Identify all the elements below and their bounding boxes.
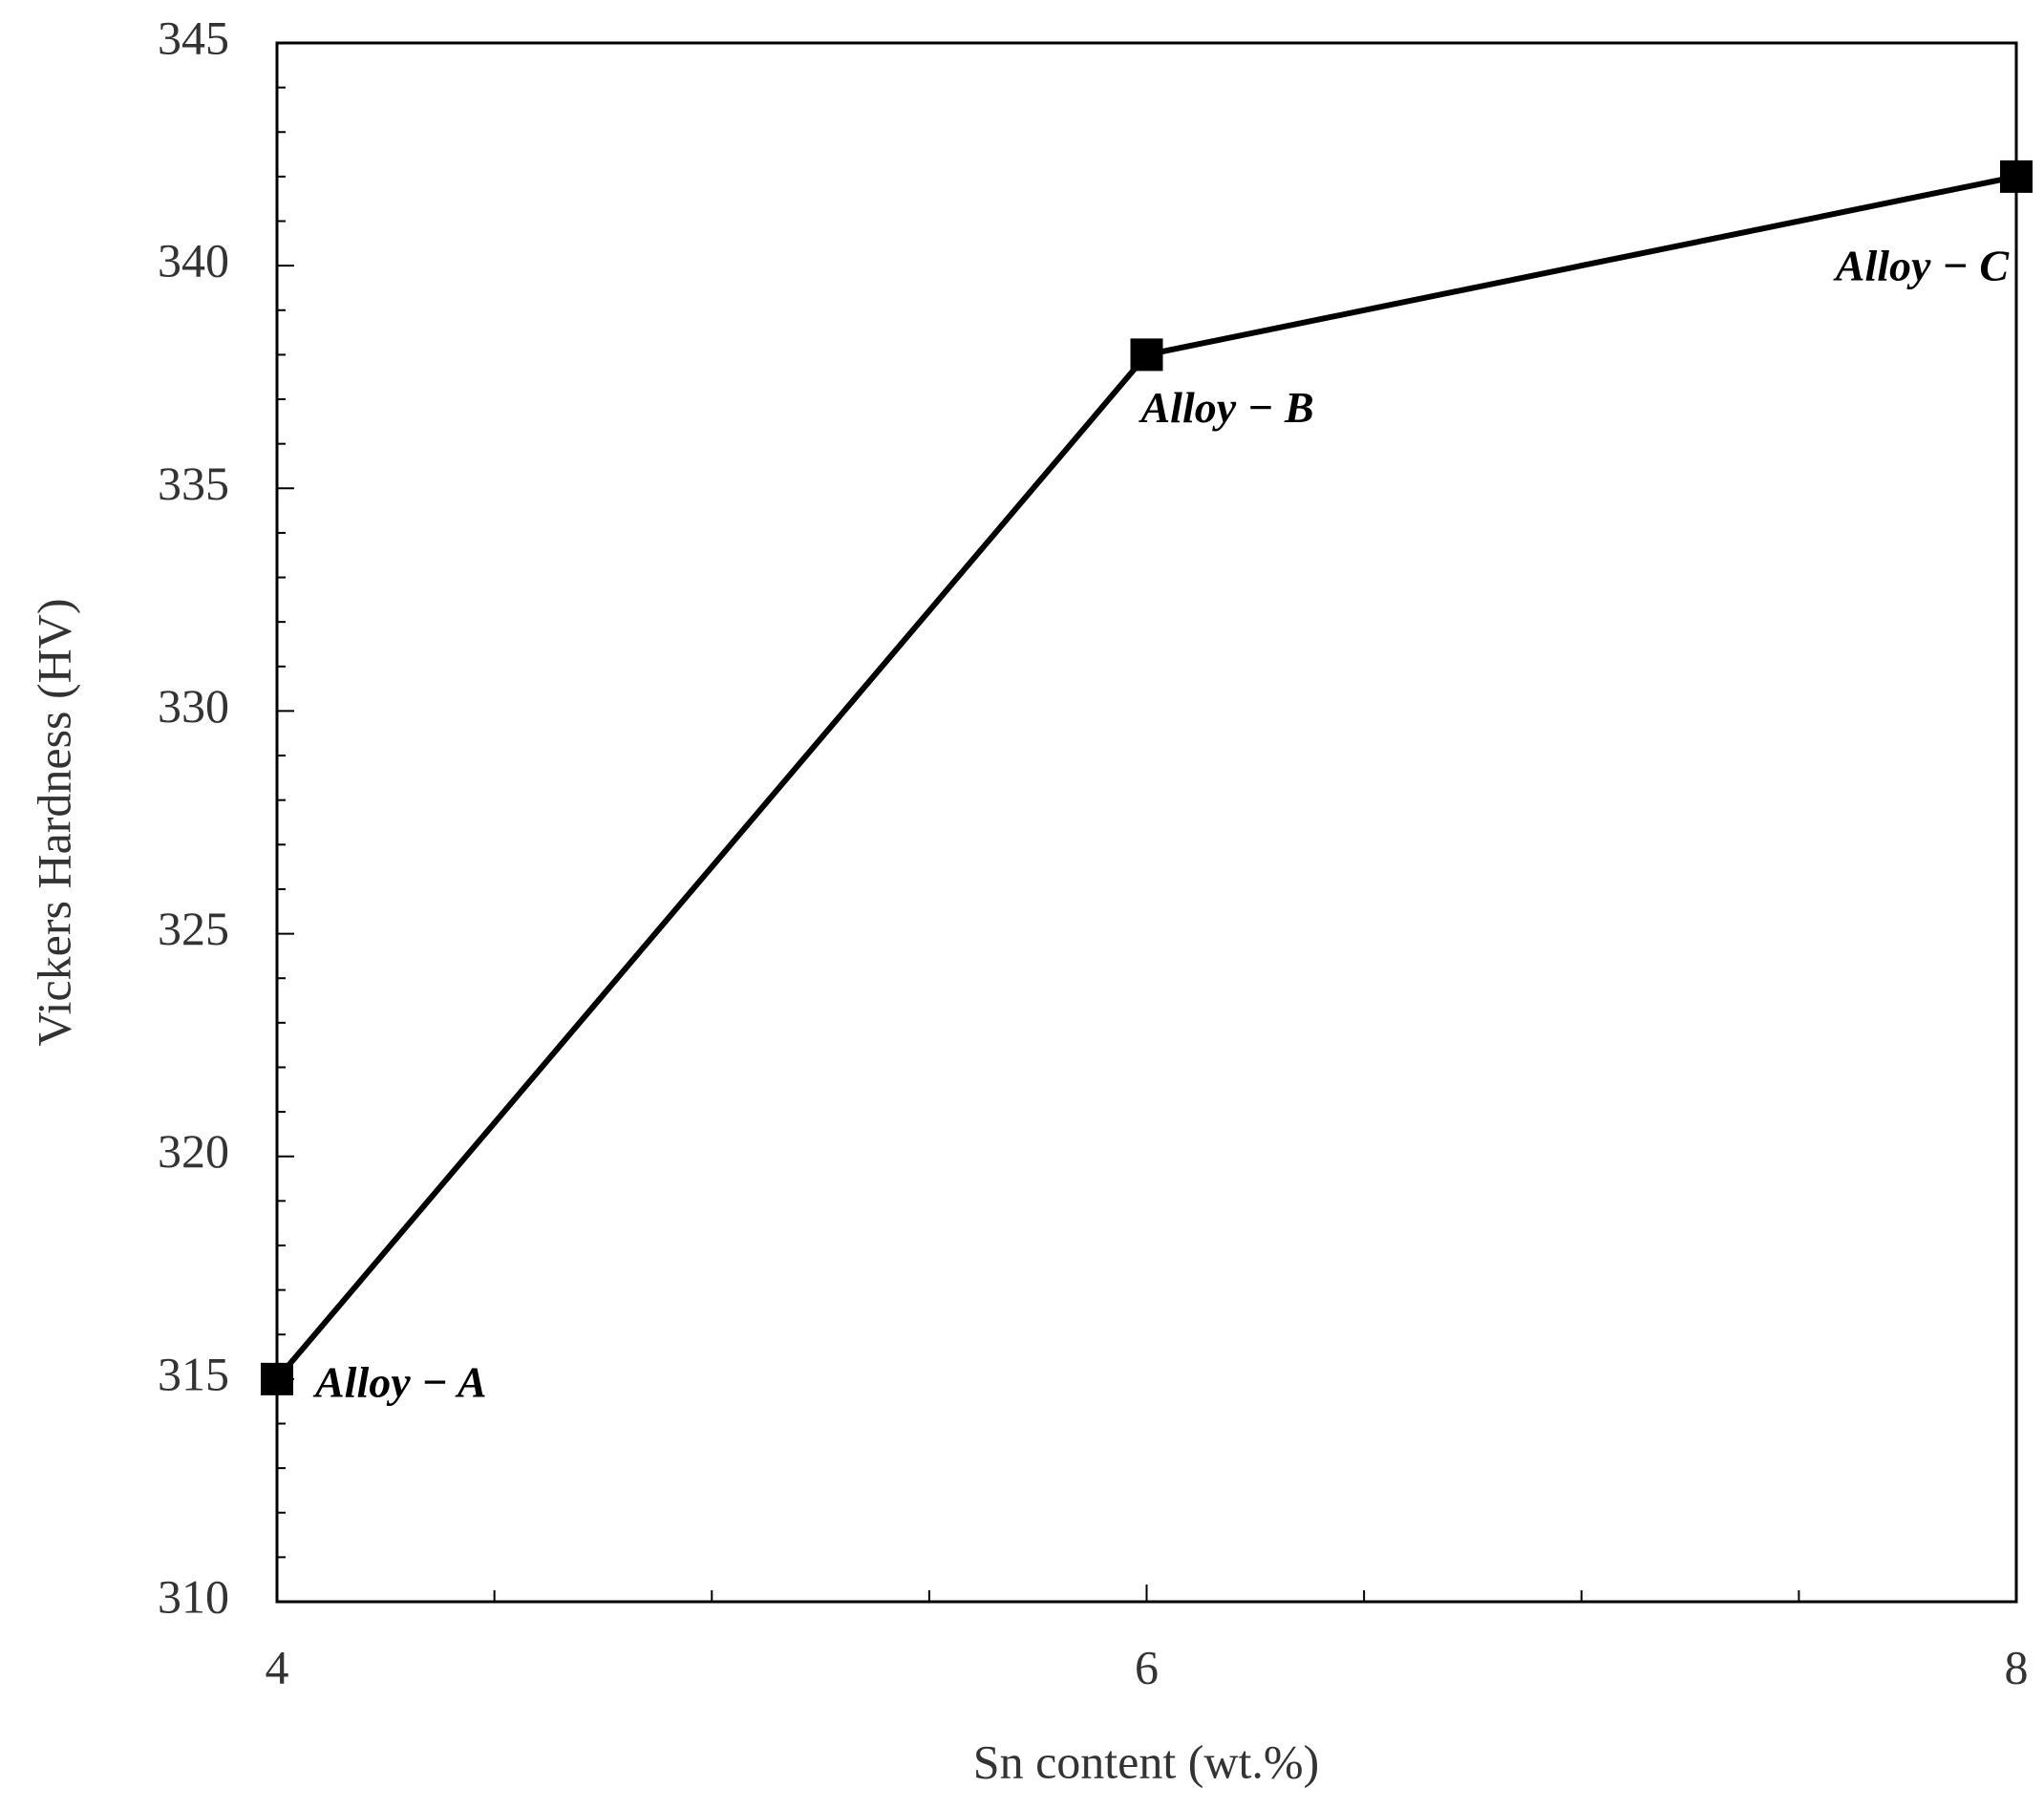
- y-tick-label: 310: [158, 1569, 229, 1623]
- x-axis-title: Sn content (wt.%): [973, 1735, 1319, 1788]
- marker: [2000, 160, 2033, 193]
- point-label: Alloy − A: [312, 1357, 487, 1406]
- x-tick-label: 8: [2005, 1640, 2029, 1693]
- y-tick-label: 325: [158, 902, 229, 955]
- point-label: Alloy − B: [1139, 383, 1314, 432]
- y-axis-title: Vickers Hardness (HV): [27, 598, 80, 1046]
- y-tick-label: 330: [158, 679, 229, 733]
- y-tick-label: 340: [158, 234, 229, 287]
- marker: [1130, 338, 1163, 372]
- y-tick-label: 345: [158, 11, 229, 64]
- marker: [261, 1362, 293, 1395]
- point-label: Alloy − C: [1833, 241, 2011, 289]
- y-tick-label: 315: [158, 1347, 229, 1400]
- plot-frame: [275, 41, 2018, 1604]
- y-tick-label: 335: [158, 457, 229, 510]
- x-tick-label: 4: [266, 1640, 289, 1693]
- y-tick-label: 320: [158, 1124, 229, 1178]
- x-tick-label: 6: [1135, 1640, 1159, 1693]
